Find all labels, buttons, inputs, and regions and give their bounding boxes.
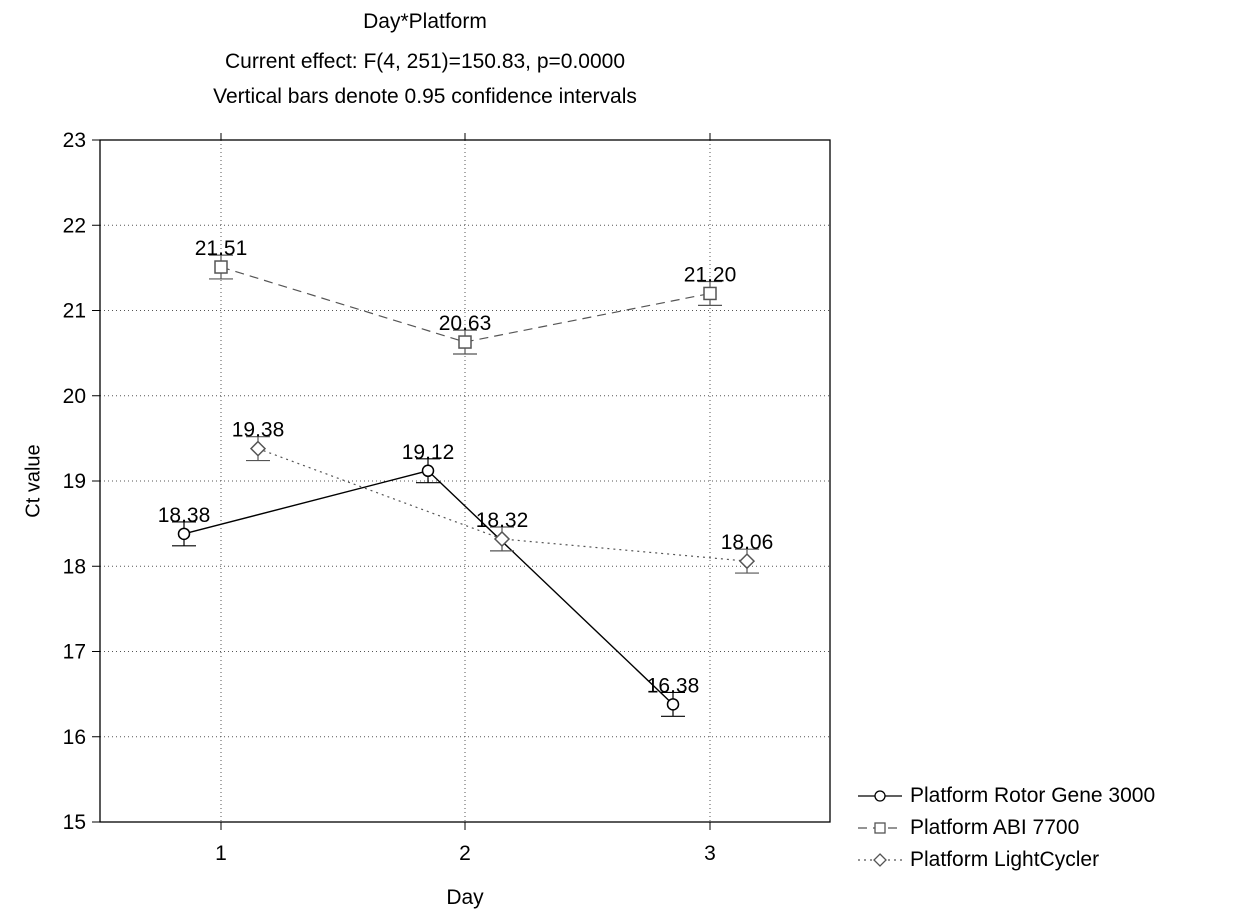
data-label: 16.38 [647, 674, 700, 697]
data-label: 19.12 [402, 441, 455, 464]
data-point [738, 553, 756, 570]
y-axis-label: Ct value [22, 444, 45, 518]
x-tick-label: 3 [704, 842, 716, 865]
data-label: 20.63 [439, 312, 492, 335]
plot-frame [99, 139, 831, 823]
data-point [421, 464, 435, 478]
y-tick-label: 19 [63, 470, 86, 493]
legend: Platform Rotor Gene 3000 Platform ABI 770… [856, 780, 1155, 876]
y-tick-label: 21 [63, 300, 86, 323]
legend-item: Platform LightCycler [856, 844, 1155, 876]
legend-label: Platform LightCycler [910, 848, 1100, 871]
y-tick-label: 17 [63, 641, 86, 664]
chart-title: Day*Platform [363, 10, 487, 33]
legend-item: Platform ABI 7700 [856, 812, 1155, 844]
chart-subtitle-ci: Vertical bars denote 0.95 confidence int… [213, 85, 637, 108]
chart-subtitle-effect: Current effect: F(4, 251)=150.83, p=0.00… [224, 50, 626, 73]
data-point [666, 698, 680, 711]
data-label: 19.38 [232, 419, 285, 442]
legend-swatch [858, 853, 902, 867]
data-point [214, 260, 228, 274]
data-point [493, 530, 511, 548]
legend-label: Platform Rotor Gene 3000 [910, 784, 1156, 807]
data-label: 21.20 [684, 263, 737, 286]
data-label: 21.51 [195, 237, 248, 260]
legend-item: Platform Rotor Gene 3000 [856, 780, 1155, 812]
x-tick-label: 1 [215, 842, 227, 865]
legend-swatch [858, 790, 902, 802]
data-point [703, 286, 717, 301]
y-tick-label: 23 [63, 129, 86, 152]
data-point [458, 335, 472, 349]
y-tick-label: 22 [63, 214, 86, 237]
data-label: 18.06 [721, 531, 774, 554]
y-tick-label: 15 [63, 811, 86, 834]
legend-swatch [858, 822, 902, 834]
x-tick-label: 2 [459, 842, 471, 865]
data-point [249, 440, 267, 457]
x-axis-label: Day [446, 886, 484, 909]
data-label: 18.32 [476, 509, 529, 532]
legend-label: Platform ABI 7700 [910, 816, 1080, 839]
data-point [177, 527, 191, 541]
data-label: 18.38 [158, 504, 211, 527]
series-line [183, 469, 674, 705]
y-tick-label: 18 [63, 555, 86, 578]
y-tick-label: 16 [63, 726, 86, 749]
y-tick-label: 20 [63, 385, 86, 408]
